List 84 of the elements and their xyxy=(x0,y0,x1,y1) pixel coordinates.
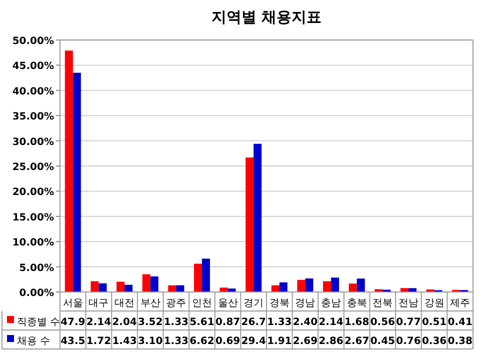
bar xyxy=(124,284,133,292)
data-label: 0.45 xyxy=(370,336,396,347)
bar xyxy=(297,280,306,292)
bar xyxy=(305,278,314,292)
data-label: 1.33 xyxy=(164,336,189,347)
x-tick-label: 부산 xyxy=(140,298,160,309)
y-tick-label: 0.00% xyxy=(19,288,54,299)
data-label: 0.69 xyxy=(215,336,240,347)
data-label: 0.87 xyxy=(215,317,240,328)
bar xyxy=(323,281,332,292)
x-tick-label: 경남 xyxy=(295,298,316,309)
x-tick-label: 광주 xyxy=(166,298,186,309)
data-label: 6.62 xyxy=(190,336,214,347)
x-tick-label: 충북 xyxy=(346,298,367,309)
y-tick-label: 50.00% xyxy=(12,36,54,47)
bar xyxy=(254,144,262,292)
bar xyxy=(408,288,416,292)
data-label: 0.77 xyxy=(396,317,421,328)
x-tick-label: 경기 xyxy=(244,298,264,309)
y-tick-label: 25.00% xyxy=(12,162,54,173)
bar xyxy=(150,276,158,292)
data-label: 3.10 xyxy=(138,336,163,347)
x-tick-label: 울산 xyxy=(218,298,238,309)
x-tick-label: 서울 xyxy=(62,298,83,309)
data-label: 0.51 xyxy=(422,317,447,328)
bar xyxy=(279,282,288,292)
bar xyxy=(116,282,125,292)
bar xyxy=(348,284,357,292)
data-label: 2.14 xyxy=(318,317,344,328)
legend-label: 채용 수 xyxy=(17,336,50,347)
data-label: 43.5 xyxy=(60,336,86,347)
x-tick-label: 제주 xyxy=(450,298,470,309)
data-label: 47.9 xyxy=(60,317,86,328)
data-label: 0.56 xyxy=(370,317,396,328)
y-tick-label: 20.00% xyxy=(12,187,54,198)
legend-label: 직종별 수 xyxy=(17,317,60,328)
bar xyxy=(72,72,81,292)
x-tick-label: 강원 xyxy=(424,298,444,309)
y-tick-label: 10.00% xyxy=(12,238,54,249)
y-tick-label: 45.00% xyxy=(12,61,54,72)
y-tick-label: 40.00% xyxy=(12,86,54,98)
x-tick-label: 대구 xyxy=(88,298,109,309)
x-tick-label: 대전 xyxy=(114,298,135,309)
data-label: 1.43 xyxy=(112,336,137,347)
bar xyxy=(220,288,228,292)
data-label: 1.72 xyxy=(86,336,112,347)
bar xyxy=(64,50,73,292)
bar xyxy=(246,157,254,292)
bar xyxy=(356,278,365,292)
data-label: 1.91 xyxy=(267,336,292,347)
data-label: 1.33 xyxy=(267,317,292,328)
data-label: 2.67 xyxy=(344,336,370,347)
y-tick-label: 15.00% xyxy=(12,212,54,224)
bar xyxy=(194,264,202,292)
data-label: 26.7 xyxy=(241,317,266,328)
y-tick-label: 30.00% xyxy=(12,136,54,148)
data-label: 29.4 xyxy=(241,336,266,347)
data-label: 5.61 xyxy=(190,317,214,328)
bar xyxy=(202,258,210,292)
data-label: 1.33 xyxy=(164,317,189,328)
data-label: 2.40 xyxy=(292,317,318,328)
data-label: 0.38 xyxy=(448,336,472,347)
bar xyxy=(331,278,340,292)
data-label: 1.68 xyxy=(344,317,370,328)
x-tick-label: 충남 xyxy=(321,298,342,309)
x-tick-label: 경북 xyxy=(269,298,290,309)
y-tick-label: 35.00% xyxy=(12,112,54,123)
data-label: 0.36 xyxy=(422,336,447,347)
data-label: 0.41 xyxy=(448,317,472,328)
bar xyxy=(142,274,150,292)
x-tick-label: 인천 xyxy=(192,298,212,309)
data-label: 2.14 xyxy=(86,317,112,328)
bar xyxy=(98,283,107,292)
data-label: 2.69 xyxy=(292,336,318,347)
x-tick-label: 전남 xyxy=(398,298,418,309)
x-tick-label: 전북 xyxy=(372,298,393,309)
data-label: 2.04 xyxy=(112,317,137,328)
chart-title: 지역별 채용지표 xyxy=(211,8,322,26)
bar xyxy=(400,288,408,292)
data-label: 3.52 xyxy=(138,317,163,328)
data-label: 2.86 xyxy=(318,336,344,347)
data-label: 0.76 xyxy=(396,336,421,347)
y-tick-label: 5.00% xyxy=(19,262,54,274)
bar xyxy=(90,281,99,292)
